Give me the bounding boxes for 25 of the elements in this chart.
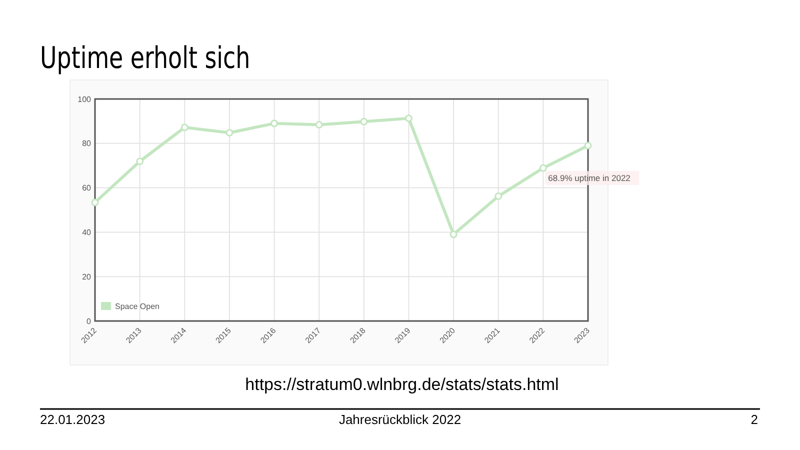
- y-tick-label: 40: [82, 228, 92, 237]
- legend-label: Space Open: [115, 302, 160, 311]
- text: 2: [750, 412, 758, 427]
- text: Jahresrückblick 2022: [338, 412, 462, 427]
- annotation: 68.9% uptime in 2022: [548, 173, 631, 184]
- y-tick-label: 60: [82, 184, 92, 193]
- y-tick-label: 80: [82, 139, 92, 148]
- y-tick-label: 20: [82, 272, 92, 282]
- point: [539, 164, 547, 172]
- text: 22.01.2023: [40, 412, 106, 427]
- point: [91, 198, 99, 206]
- point: [450, 230, 458, 238]
- y-tick-label: 100: [78, 94, 92, 104]
- point: [494, 192, 502, 200]
- y-tick-label: 0: [86, 316, 92, 326]
- chart-title: Uptime erholt sich: [40, 40, 250, 76]
- point: [226, 128, 234, 136]
- point: [180, 124, 188, 132]
- point: [136, 158, 144, 166]
- point: [360, 118, 368, 126]
- point: [315, 121, 323, 128]
- point: [404, 114, 412, 122]
- point: [270, 120, 278, 128]
- text: https://stratum0.wlnbrg.de/stats/stats.html: [245, 375, 559, 394]
- point: [584, 142, 592, 150]
